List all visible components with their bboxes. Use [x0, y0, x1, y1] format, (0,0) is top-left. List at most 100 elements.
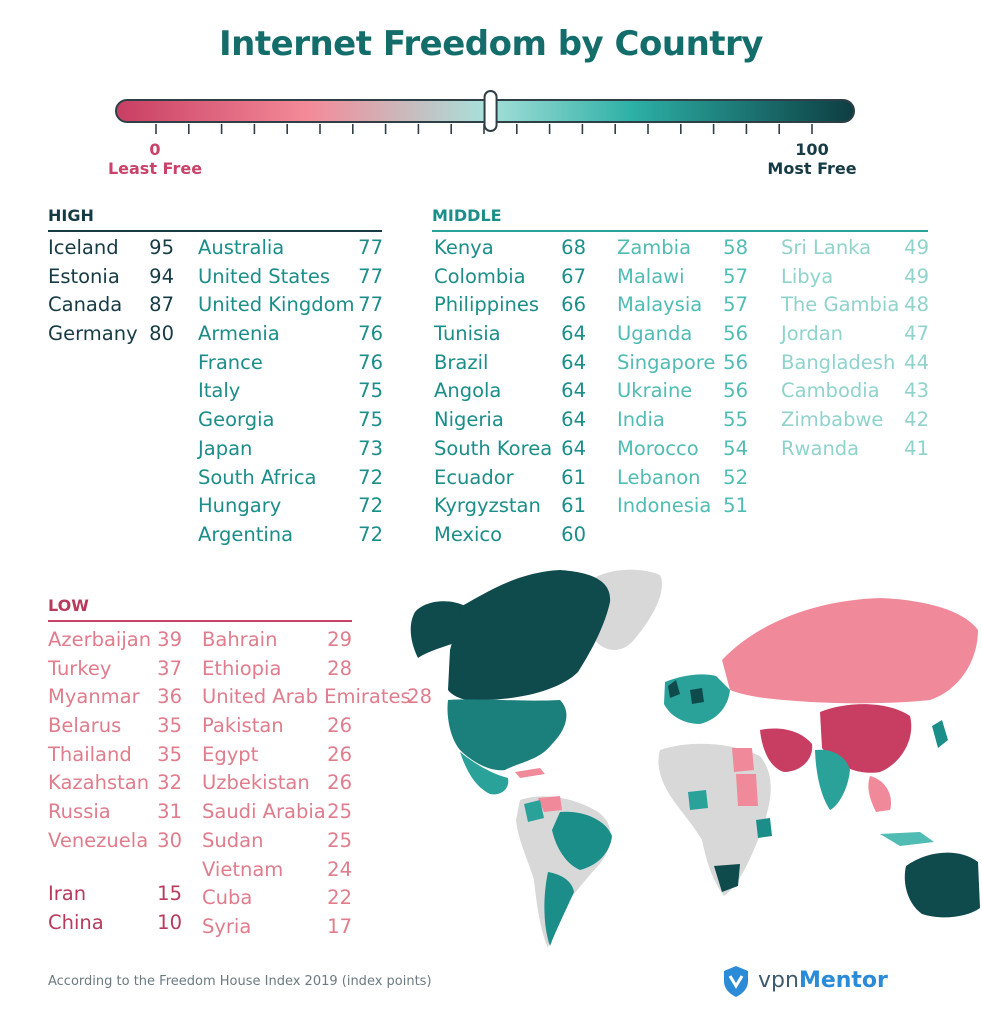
country-row: Lebanon 52 [617, 464, 748, 493]
india-shape [815, 749, 850, 810]
country-row: Azerbaijan 39 [48, 626, 182, 655]
country-row: Indonesia 51 [617, 492, 748, 521]
country-score: 37 [157, 656, 182, 680]
country-row: China 10 [48, 909, 182, 938]
brand-logo[interactable]: vpnMentor [722, 964, 902, 1000]
country-name: Brazil [434, 350, 489, 374]
country-score: 35 [157, 714, 182, 738]
lowest-column: Iran 15 China 10 [48, 880, 182, 937]
country-row: Iran 15 [48, 880, 182, 909]
country-score: 49 [904, 264, 929, 288]
sudan-shape [736, 774, 758, 806]
egypt-shape [732, 748, 754, 772]
country-row: Belarus 35 [48, 712, 182, 741]
country-score: 77 [358, 264, 383, 288]
country-row: Sri Lanka 49 [781, 234, 929, 263]
scale-min-label: Least Free [107, 159, 203, 178]
brand-name-part1: vpn [758, 968, 799, 993]
country-score: 31 [157, 800, 182, 824]
country-name: Georgia [198, 408, 275, 432]
country-name: India [617, 408, 665, 432]
middle-column-3: Sri Lanka 49 Libya 49 The Gambia 48 Jordan 4… [781, 234, 929, 464]
country-score: 49 [904, 236, 929, 259]
country-row: Jordan 47 [781, 320, 929, 349]
country-name: Iran [48, 882, 87, 905]
country-score: 28 [407, 685, 432, 709]
country-row: United Kingdom 77 [198, 291, 383, 320]
country-score: 39 [157, 628, 182, 651]
southeast-asia-shape [868, 776, 892, 812]
country-score: 26 [327, 742, 352, 766]
country-score: 76 [358, 322, 383, 346]
country-score: 73 [358, 436, 383, 460]
usa-shape [447, 699, 567, 771]
country-name: Egypt [202, 742, 259, 766]
country-row: Malawi 57 [617, 263, 748, 292]
country-score: 61 [561, 465, 586, 489]
country-score: 29 [327, 628, 352, 651]
country-row: Argentina 72 [198, 521, 383, 550]
indonesia-shape [880, 832, 934, 846]
scale-max-label: Most Free [767, 159, 857, 178]
china-shape [820, 704, 912, 773]
country-row: Ecuador 61 [434, 464, 586, 493]
country-score: 28 [327, 656, 352, 680]
country-score: 64 [561, 350, 586, 374]
country-row: Pakistan 26 [202, 712, 352, 741]
country-name: Ethiopia [202, 656, 282, 680]
country-score: 60 [561, 522, 586, 546]
country-score: 26 [327, 771, 352, 795]
country-score: 64 [561, 408, 586, 432]
country-row: Bangladesh 44 [781, 349, 929, 378]
country-score: 26 [327, 714, 352, 738]
country-name: Zambia [617, 236, 692, 259]
country-row: Angola 64 [434, 377, 586, 406]
country-name: Mexico [434, 522, 503, 546]
country-score: 32 [157, 771, 182, 795]
country-name: United States [198, 264, 331, 288]
country-row: Myanmar 36 [48, 683, 182, 712]
country-name: Cambodia [781, 379, 880, 403]
country-name: Nigeria [434, 408, 504, 432]
country-score: 58 [723, 236, 748, 259]
country-name: Bahrain [202, 628, 278, 651]
country-row: Rwanda 41 [781, 435, 929, 464]
country-name: Kenya [434, 236, 494, 259]
country-score: 55 [723, 408, 748, 432]
middle-heading: MIDDLE [432, 206, 928, 232]
country-name: Jordan [781, 322, 844, 346]
country-score: 15 [157, 882, 182, 905]
country-row: The Gambia 48 [781, 291, 929, 320]
country-name: Malaysia [617, 293, 703, 317]
country-score: 44 [904, 350, 929, 374]
country-name: Russia [48, 800, 111, 824]
country-name: Pakistan [202, 714, 284, 738]
country-score: 72 [358, 465, 383, 489]
country-score: 72 [358, 522, 383, 546]
country-name: Armenia [198, 322, 280, 346]
country-name: Azerbaijan [48, 628, 152, 651]
freedom-scale [115, 90, 855, 134]
country-row: Cambodia 43 [781, 377, 929, 406]
country-row: Saudi Arabia 25 [202, 798, 352, 827]
country-name: Bangladesh [781, 350, 896, 374]
country-score: 25 [327, 828, 352, 852]
country-row: South Korea 64 [434, 435, 586, 464]
country-name: France [198, 350, 263, 374]
country-score: 56 [723, 350, 748, 374]
country-row: Uganda 56 [617, 320, 748, 349]
country-score: 56 [723, 322, 748, 346]
country-score: 87 [149, 293, 174, 317]
country-name: Vietnam [202, 857, 284, 881]
canada-shape [448, 570, 611, 701]
country-name: Ukraine [617, 379, 693, 403]
country-name: Malawi [617, 264, 685, 288]
country-name: Canada [48, 293, 123, 317]
country-row: France 76 [198, 349, 383, 378]
country-score: 80 [149, 322, 174, 346]
country-row: Armenia 76 [198, 320, 383, 349]
country-name: Cuba [202, 886, 253, 910]
country-row: Morocco 54 [617, 435, 748, 464]
middle-east-shape [760, 728, 813, 772]
russia-shape [722, 598, 978, 704]
